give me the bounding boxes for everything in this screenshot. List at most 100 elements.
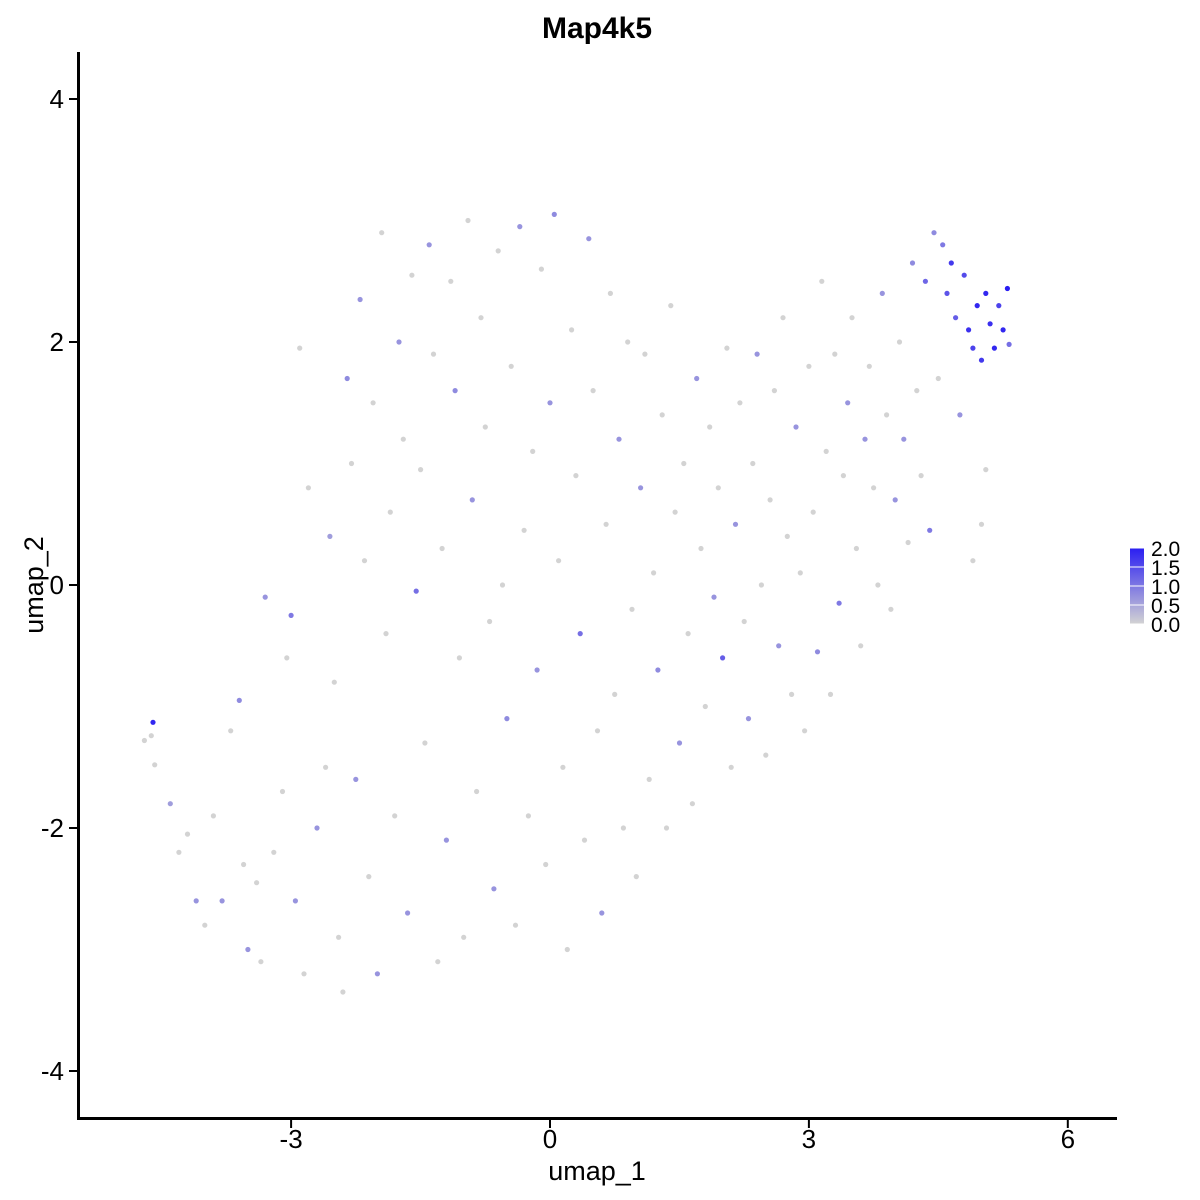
scatter-point [978,357,985,363]
scatter-point [625,339,631,345]
scatter-point [935,375,941,382]
scatter-point [1004,285,1011,292]
scatter-point [340,989,346,995]
scatter-point [465,217,471,224]
scatter-point [1000,327,1006,333]
scatter-point [642,351,648,357]
scatter-point [797,570,803,576]
scatter-point [884,412,890,418]
scatter-point [594,728,601,734]
scatter-point [612,691,618,698]
scatter-point [219,898,225,904]
y-tick-label: 0 [50,570,64,600]
scatter-point [543,861,549,868]
scatter-point [292,898,298,904]
scatter-point [525,813,532,819]
scatter-point [387,509,393,515]
scatter-point [344,375,350,382]
scatter-point [202,922,208,928]
scatter-point [970,345,976,351]
scatter-point [590,388,596,394]
scatter-point [167,801,173,807]
scatter-point [152,762,158,768]
scatter-point [297,345,303,351]
scatter-point [254,880,260,886]
scatter-point [210,813,216,819]
scatter-point [953,315,959,321]
scatter-point [396,339,402,345]
scatter-point [418,467,424,473]
scatter-point [573,473,579,479]
scatter-point [348,460,355,467]
scatter-point [383,631,389,637]
scatter-point [521,527,527,533]
scatter-point [323,764,329,770]
scatter-point [379,230,385,236]
scatter-point [659,412,665,418]
scatter-point [374,971,380,977]
scatter-point [845,400,851,406]
x-tick-label: 3 [802,1124,816,1154]
scatter-point [461,934,467,940]
scatter-point [392,813,398,819]
scatter-point [620,825,627,831]
scatter-point [663,825,670,831]
scatter-point [702,703,708,710]
scatter-point [927,527,933,533]
scatter-point [685,631,691,637]
scatter-point [892,497,898,503]
scatter-point [616,436,622,442]
scatter-point [629,606,635,612]
scatter-point [422,740,428,746]
colorbar-tick-label: 0.0 [1151,614,1180,637]
scatter-point [862,436,868,442]
scatter-point [448,278,454,284]
scatter-point [366,874,372,880]
scatter-point [409,272,415,278]
scatter-point [577,631,583,637]
x-tick-label: -3 [280,1124,303,1154]
scatter-point [499,582,506,588]
scatter-point [258,959,264,965]
colorbar-tick-label: 1.0 [1151,576,1180,599]
x-axis-ticks: -3 0 3 6 [280,1120,1075,1154]
scatter-point [327,533,333,540]
scatter-point [534,667,540,673]
scatter-point [512,922,519,928]
scatter-point [430,351,437,357]
scatter-point [314,825,320,831]
scatter-point [754,351,760,357]
x-tick-label: 6 [1061,1124,1075,1154]
chart-title: Map4k5 [542,12,652,45]
scatter-point [810,509,816,515]
scatter-point [866,363,872,369]
scatter-point [918,473,924,479]
scatter-point [896,339,903,345]
scatter-point [141,737,147,744]
colorbar-tick-label: 2.0 [1151,538,1180,561]
scatter-point [361,558,368,564]
scatter-point [707,424,713,430]
scatter-point [974,303,980,309]
scatter-point [776,643,782,649]
scatter-point [504,716,510,722]
scatter-point [413,588,419,594]
scatter-point [758,582,765,588]
scatter-point [353,776,359,783]
scatter-point [482,424,488,430]
scatter-point [879,290,885,296]
scatter-point [556,558,562,564]
scatter-point [978,521,985,527]
y-tick-label: 4 [50,84,64,114]
scatter-point [301,971,307,977]
scatter-point [944,290,950,296]
scatter-point [469,497,475,503]
scatter-point [836,600,842,606]
scatter-point [439,545,445,552]
scatter-point [241,861,247,868]
scatter-point [983,467,989,473]
scatter-point [767,497,773,503]
scatter-point [370,400,376,406]
scatter-point [517,224,523,230]
